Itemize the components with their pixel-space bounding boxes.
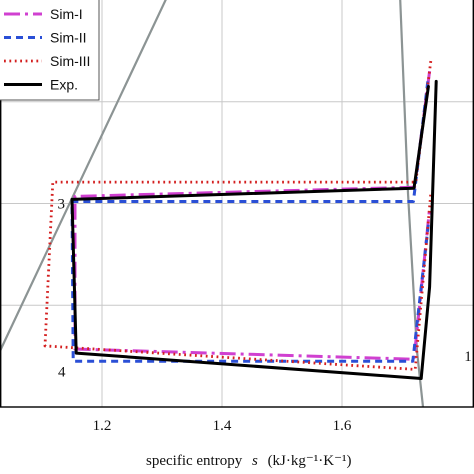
x-axis-label-text: specific entropy — [146, 453, 243, 469]
grid-lines — [0, 0, 474, 407]
x-axis-unit: (kJ·kg⁻¹·K⁻¹) — [268, 453, 352, 469]
cycle-series — [43, 60, 438, 380]
series-line-sim-ii — [70, 81, 430, 363]
x-tick-labels: 1.2 1.4 1.6 — [93, 418, 352, 434]
x-tick-label: 1.6 — [333, 418, 352, 434]
plot-frame — [0, 0, 474, 408]
x-tick-label: 1.4 — [213, 418, 232, 434]
x-axis-symbol: s — [252, 453, 258, 469]
series-line-exp — [70, 79, 438, 380]
state-point-label: 3 — [57, 197, 65, 213]
liquid-line — [0, 0, 167, 352]
legend: Sim-I Sim-II Sim-III Exp. — [0, 0, 100, 101]
legend-label: Sim-I — [50, 6, 83, 22]
x-tick-label: 1.2 — [93, 418, 112, 434]
state-point-label: 4 — [58, 364, 66, 380]
series-line-sim-iii — [43, 60, 433, 371]
legend-label: Sim-II — [50, 30, 87, 46]
state-point-label: 1 — [464, 349, 472, 365]
legend-label: Sim-III — [50, 53, 90, 69]
series-line-sim-i — [73, 71, 432, 361]
legend-label: Exp. — [50, 77, 78, 93]
x-axis-title: specific entropy s (kJ·kg⁻¹·K⁻¹) — [146, 453, 352, 469]
state-point-labels: 3 4 1 — [57, 197, 471, 381]
